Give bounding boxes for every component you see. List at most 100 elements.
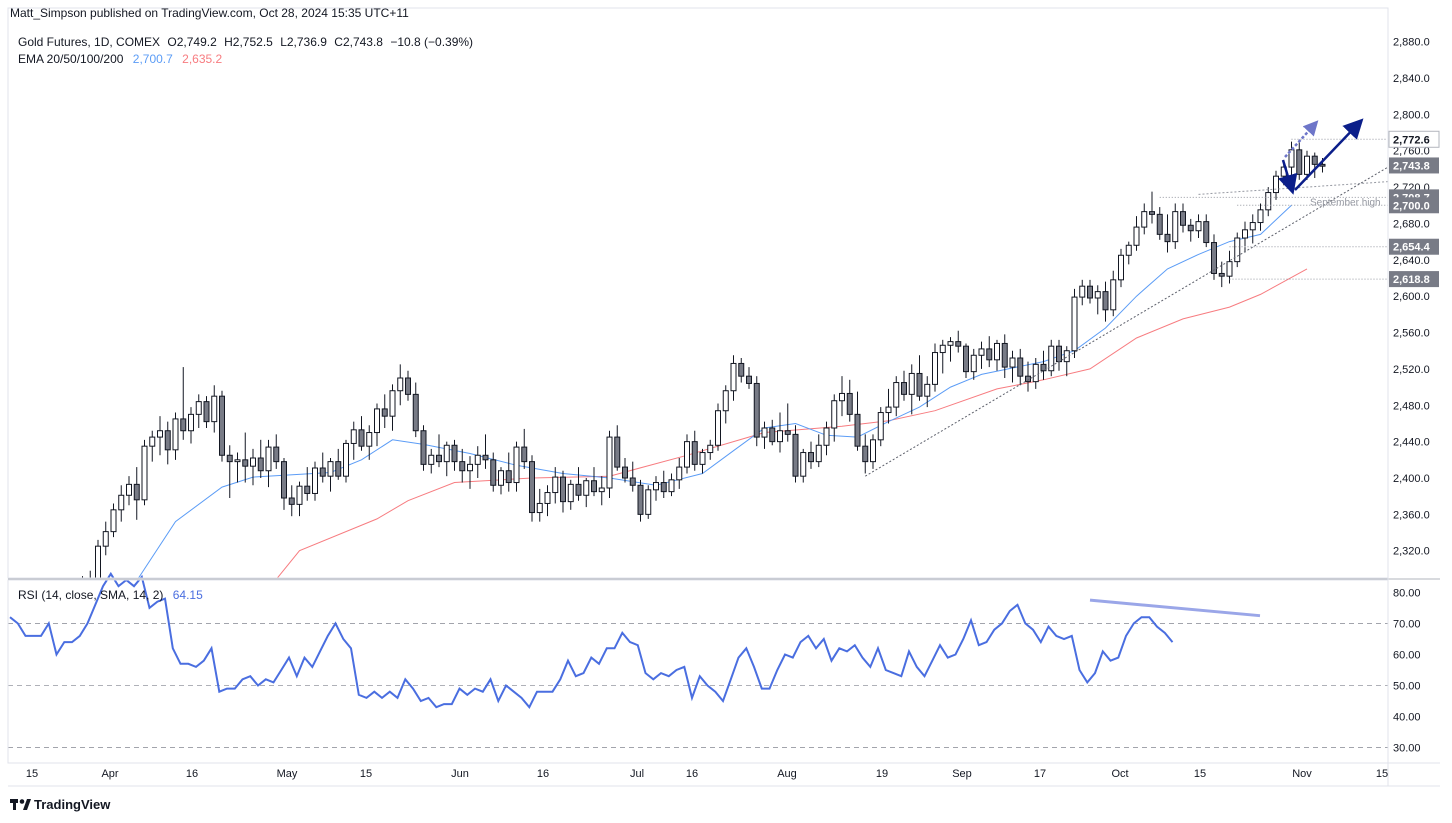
candle-body-down bbox=[1102, 291, 1109, 311]
candle bbox=[203, 396, 210, 428]
candle bbox=[529, 455, 535, 522]
candle bbox=[970, 348, 977, 380]
candle-body-down bbox=[1187, 224, 1194, 232]
candle bbox=[1125, 241, 1132, 265]
candle-body-up bbox=[374, 408, 380, 434]
candle bbox=[126, 476, 132, 506]
candle-body-down bbox=[691, 441, 698, 465]
candle-body-up bbox=[102, 531, 109, 547]
candle-body-up bbox=[722, 390, 729, 412]
candle bbox=[1001, 334, 1008, 378]
price-label-text: 2,618.8 bbox=[1393, 274, 1430, 286]
price-label-badge: 2,700.0 bbox=[1389, 197, 1439, 214]
candle bbox=[761, 421, 768, 449]
candle-body-up bbox=[211, 395, 218, 423]
candle-body-up bbox=[1110, 279, 1117, 311]
candle bbox=[808, 441, 814, 469]
candle-body-down bbox=[459, 461, 466, 472]
candle-body-up bbox=[296, 485, 303, 505]
time-tick-label: 16 bbox=[537, 768, 549, 780]
symbol-legend[interactable]: Gold Futures, 1D, COMEX O2,749.2 H2,752.… bbox=[18, 35, 473, 49]
candle-body-up bbox=[1172, 211, 1179, 243]
candle bbox=[908, 364, 915, 415]
candle bbox=[622, 458, 628, 483]
candle-body-down bbox=[792, 433, 799, 477]
candle-body-up bbox=[195, 401, 202, 415]
candle bbox=[877, 407, 884, 447]
candle-body-down bbox=[412, 393, 419, 432]
candle bbox=[513, 441, 520, 492]
price-label-text: 2,743.8 bbox=[1393, 160, 1430, 172]
candle-body-up bbox=[141, 445, 148, 501]
rsi-legend[interactable]: RSI (14, close, SMA, 14, 2) 64.15 bbox=[18, 588, 203, 602]
candle-body-up bbox=[389, 390, 396, 417]
candle bbox=[614, 425, 621, 471]
candle bbox=[653, 476, 659, 501]
candle-body-up bbox=[653, 482, 659, 491]
candle-body-up bbox=[815, 444, 822, 463]
candle bbox=[932, 343, 938, 392]
candle-body-up bbox=[544, 492, 551, 504]
candle bbox=[226, 445, 233, 498]
high-value: 2,752.5 bbox=[233, 35, 273, 49]
candle-body-down bbox=[753, 382, 760, 438]
candle bbox=[823, 421, 830, 456]
candle bbox=[459, 448, 466, 483]
candle bbox=[467, 456, 473, 489]
price-tick-label: 2,520.0 bbox=[1393, 364, 1430, 376]
tradingview-logo[interactable]: TradingView bbox=[10, 797, 111, 812]
candle-body-up bbox=[978, 348, 985, 356]
ema-value-2: 2,635.2 bbox=[182, 52, 222, 66]
candle bbox=[296, 481, 303, 517]
candle-body-up bbox=[924, 383, 931, 397]
candle-body-down bbox=[1211, 242, 1217, 274]
candle-body-up bbox=[265, 446, 272, 472]
candle bbox=[676, 458, 683, 489]
candle-body-down bbox=[808, 452, 814, 463]
candle bbox=[699, 448, 706, 474]
candle-body-up bbox=[707, 444, 714, 454]
candle-body-up bbox=[467, 463, 473, 472]
candle-body-down bbox=[660, 482, 667, 493]
candle bbox=[312, 461, 318, 501]
candle bbox=[110, 503, 117, 538]
candle-body-up bbox=[72, 607, 77, 631]
candle-body-up bbox=[970, 354, 977, 373]
candle bbox=[668, 473, 675, 497]
candle-body-down bbox=[862, 445, 869, 463]
candle-body-up bbox=[536, 502, 543, 514]
candle bbox=[405, 370, 411, 401]
candle-body-down bbox=[80, 607, 85, 614]
candle-body-up bbox=[397, 377, 404, 392]
candle bbox=[854, 391, 861, 451]
candle-body-down bbox=[164, 430, 171, 451]
candle bbox=[1025, 361, 1031, 392]
candle bbox=[1040, 350, 1047, 380]
candle-body-up bbox=[350, 429, 357, 444]
candle-body-up bbox=[312, 467, 318, 494]
candle-body-up bbox=[65, 631, 70, 683]
candle bbox=[133, 467, 140, 520]
candle-body-down bbox=[281, 461, 287, 499]
candle bbox=[1226, 250, 1233, 284]
candle-body-down bbox=[901, 382, 907, 395]
candle-body-down bbox=[746, 375, 752, 384]
candle bbox=[180, 367, 187, 440]
price-label-badge: 2,743.8 bbox=[1389, 157, 1439, 174]
candle bbox=[381, 394, 388, 428]
price-tick-label: 2,880.0 bbox=[1393, 37, 1430, 49]
candle bbox=[1203, 214, 1210, 248]
candle bbox=[335, 448, 342, 480]
ema-legend[interactable]: EMA 20/50/100/200 2,700.7 2,635.2 bbox=[18, 52, 223, 66]
candle bbox=[412, 382, 419, 438]
candle-body-up bbox=[498, 470, 504, 486]
candle-body-up bbox=[606, 436, 613, 489]
candle bbox=[1079, 279, 1086, 306]
rsi-value: 64.15 bbox=[173, 588, 203, 602]
candle bbox=[72, 598, 77, 637]
candle bbox=[1102, 281, 1109, 322]
candle bbox=[691, 430, 698, 471]
candle-body-up bbox=[730, 362, 737, 392]
candle bbox=[885, 388, 892, 424]
candle bbox=[660, 470, 667, 498]
